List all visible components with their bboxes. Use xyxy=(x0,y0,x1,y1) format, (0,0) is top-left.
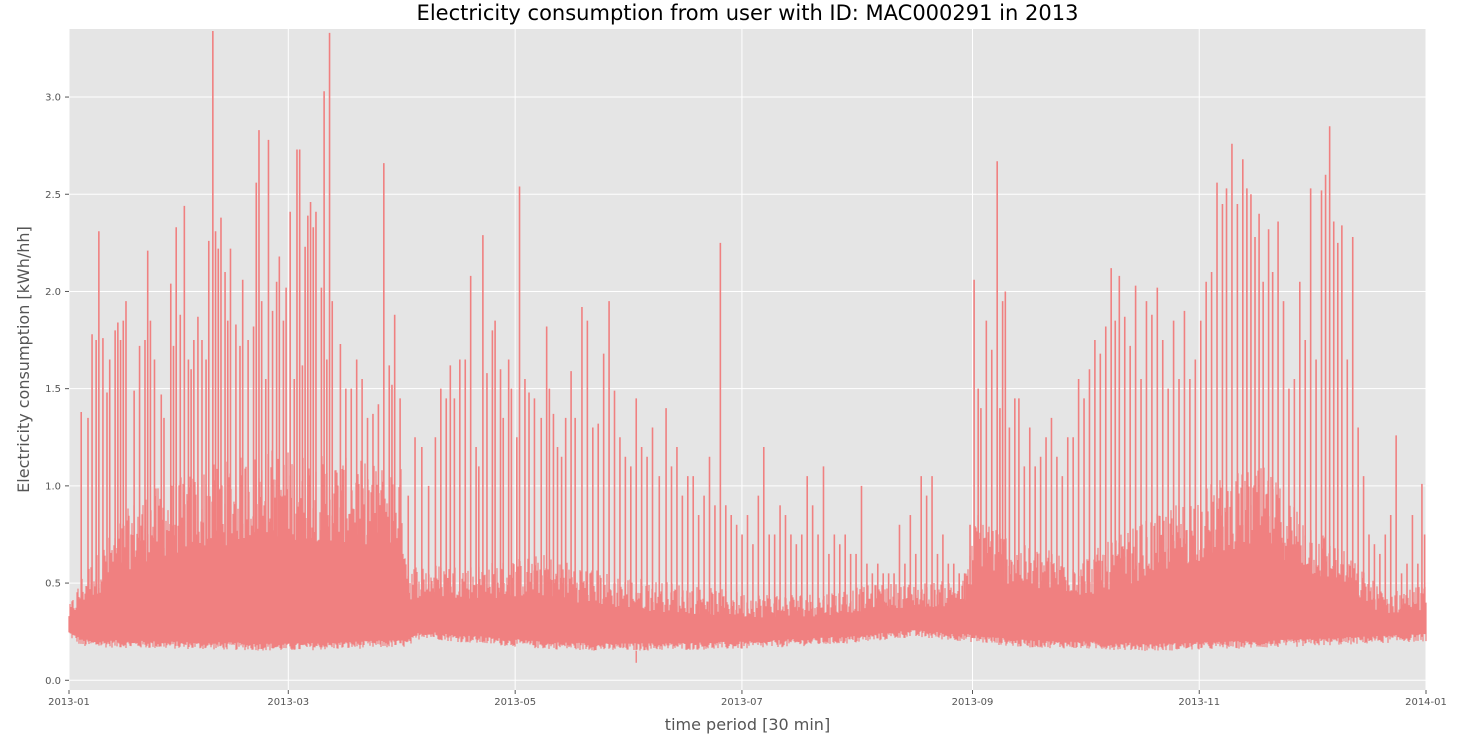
y-tick-label: 3.0 xyxy=(45,93,61,104)
y-tick-label: 2.5 xyxy=(45,190,61,201)
series-consumption xyxy=(68,30,1427,663)
x-tick-label: 2013-11 xyxy=(1178,697,1220,708)
y-tick-label: 1.0 xyxy=(45,481,61,492)
x-tick-label: 2014-01 xyxy=(1405,697,1447,708)
x-tick-label: 2013-01 xyxy=(48,697,90,708)
y-tick-label: 2.0 xyxy=(45,287,61,298)
y-tick-label: 0.5 xyxy=(45,579,61,590)
chart-title: Electricity consumption from user with I… xyxy=(417,1,1079,25)
x-tick-label: 2013-07 xyxy=(721,697,763,708)
y-tick-label: 0.0 xyxy=(45,676,61,687)
x-tick-label: 2013-03 xyxy=(267,697,309,708)
x-axis-label: time period [30 min] xyxy=(665,715,830,734)
y-tick-label: 1.5 xyxy=(45,384,61,395)
x-axis: 2013-01 2013-03 2013-05 2013-07 2013-09 2013-… xyxy=(48,690,1447,708)
y-axis-label: Electricity consumption [kWh/hh] xyxy=(14,226,33,493)
x-tick-label: 2013-09 xyxy=(952,697,994,708)
x-tick-label: 2013-05 xyxy=(494,697,536,708)
y-axis: 0.0 0.5 1.0 1.5 2.0 2.5 3.0 xyxy=(45,93,69,687)
